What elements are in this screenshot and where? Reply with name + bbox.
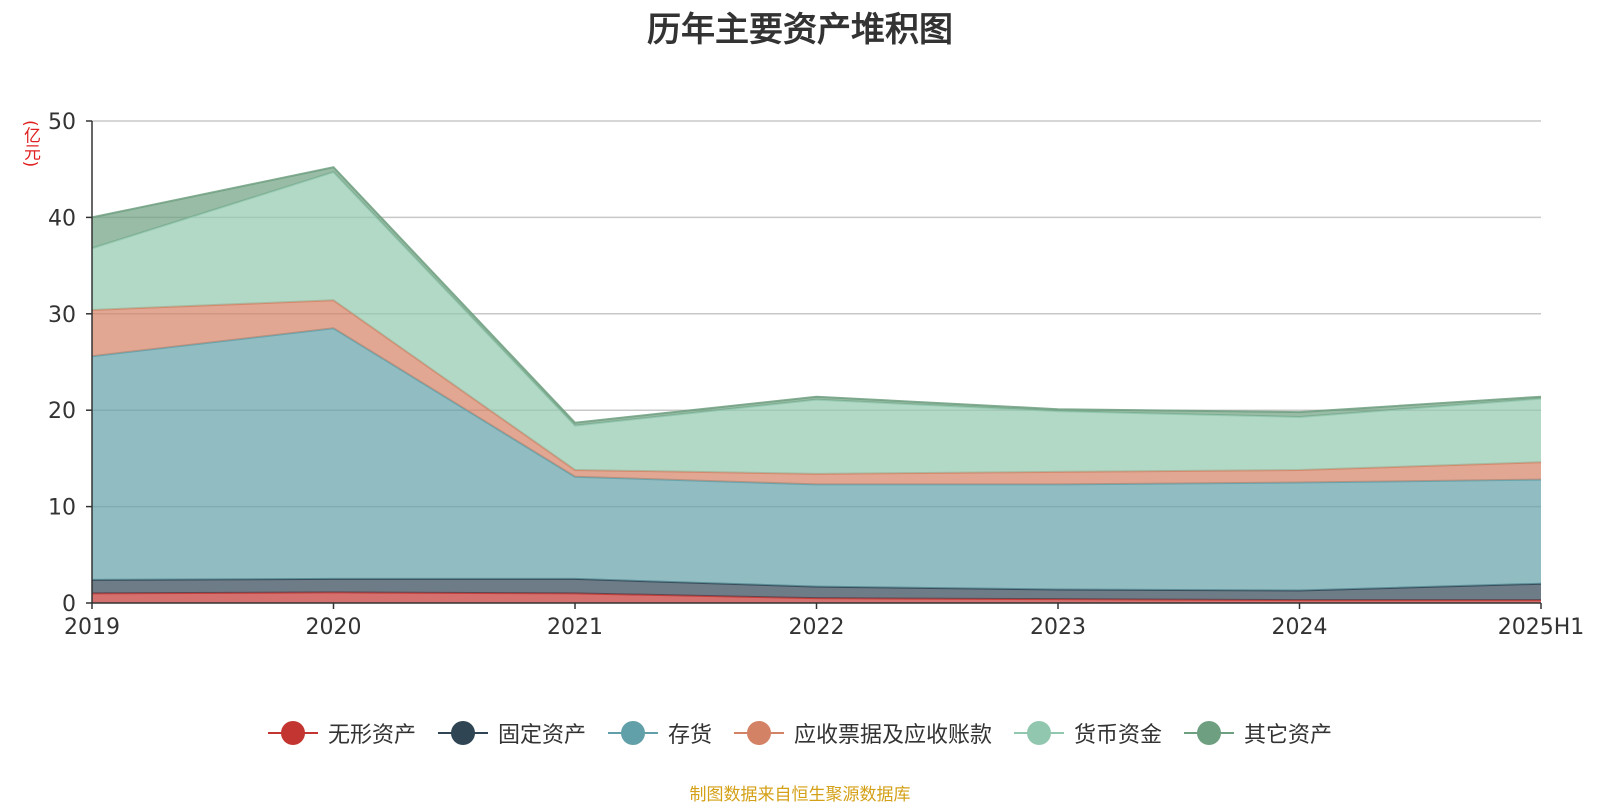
x-tick-label: 2022: [789, 615, 845, 640]
legend-item[interactable]: 固定资产: [437, 717, 586, 749]
legend-marker: [437, 721, 488, 745]
x-tick-label: 2019: [64, 615, 120, 640]
legend-label: 无形资产: [327, 723, 416, 748]
y-tick-label: 0: [62, 592, 76, 617]
x-tick-label: 2020: [306, 615, 362, 640]
legend-label: 固定资产: [497, 723, 586, 748]
y-tick-label: 30: [48, 303, 76, 328]
area-series-1: [92, 578, 1541, 601]
legend-item[interactable]: 存货: [607, 717, 712, 749]
legend-marker: [267, 721, 318, 745]
stacked-area-chart: 0 10 20 30 40 50 2019 2020 2021 2022 2023 2024 2025H…: [48, 110, 1585, 640]
legend-label: 其它资产: [1244, 723, 1333, 748]
source-note: 制图数据来自恒生聚源数据库: [689, 785, 911, 805]
area-series-4: [92, 172, 1541, 474]
legend-item[interactable]: 无形资产: [267, 717, 416, 749]
chart-title: 历年主要资产堆积图: [647, 10, 953, 50]
area-line-5: [91, 166, 1542, 424]
legend-label: 存货: [667, 723, 712, 748]
legend-marker: [1014, 721, 1065, 745]
legend-marker: [607, 721, 658, 745]
legend-item[interactable]: 其它资产: [1184, 717, 1332, 749]
legend-label: 货币资金: [1074, 723, 1163, 748]
x-tick-label: 2025H1: [1498, 615, 1585, 640]
y-tick-label: 10: [48, 496, 76, 521]
legend-item[interactable]: 货币资金: [1014, 717, 1162, 749]
y-axis-unit: (亿元): [20, 120, 40, 168]
legend-marker: [734, 721, 784, 745]
area-series-2: [92, 328, 1541, 591]
legend-item[interactable]: 应收票据及应收账款: [734, 717, 992, 749]
legend-label: 应收票据及应收账款: [794, 723, 993, 748]
legend-marker: [1184, 721, 1235, 745]
area-series-5: [92, 167, 1541, 426]
y-tick-label: 40: [48, 206, 76, 231]
y-tick-label: 50: [48, 110, 76, 135]
x-tick-label: 2023: [1030, 615, 1086, 640]
x-tick-label: 2024: [1272, 615, 1328, 640]
area-series-3: [92, 300, 1541, 485]
chart-legend: 无形资产 固定资产 存货 应收票据及应收账款 货币资金 其它资产: [0, 717, 1600, 749]
x-tick-label: 2021: [547, 615, 603, 640]
y-tick-label: 20: [48, 399, 76, 424]
